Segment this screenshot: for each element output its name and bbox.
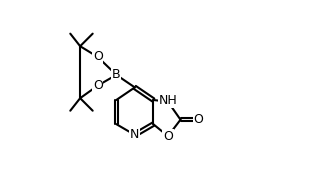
Text: O: O [163, 130, 173, 143]
Text: NH: NH [159, 94, 177, 107]
Text: B: B [112, 68, 121, 81]
Text: O: O [193, 113, 204, 126]
Text: O: O [93, 79, 103, 92]
Text: O: O [93, 50, 103, 64]
Text: N: N [130, 128, 140, 141]
